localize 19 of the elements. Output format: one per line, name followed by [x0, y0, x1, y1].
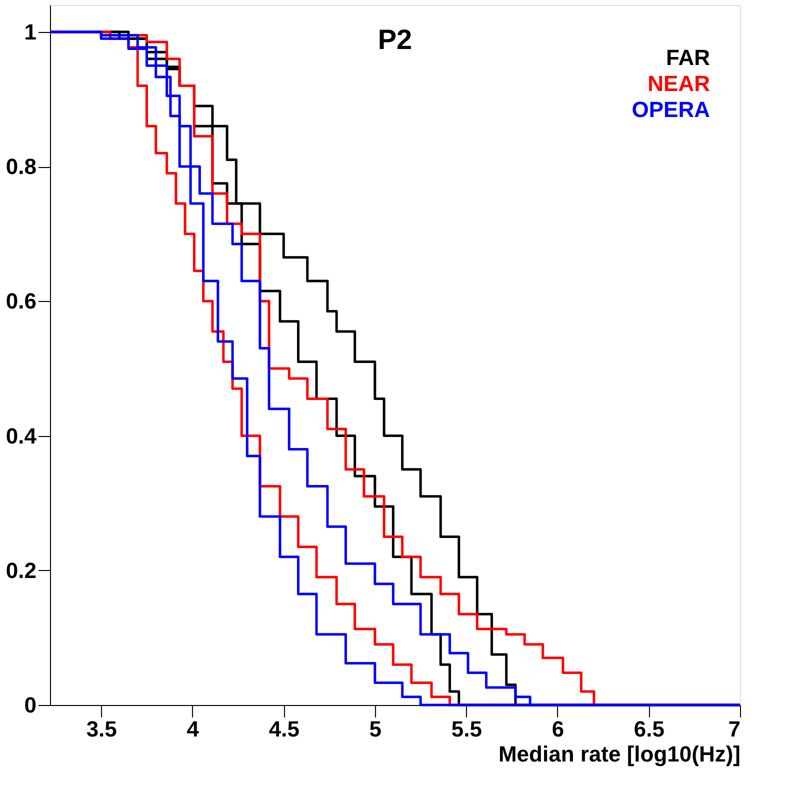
x-tick-label: 3.5: [86, 716, 117, 742]
y-tick-label: 1: [24, 19, 36, 44]
x-tick-label: 6.5: [634, 716, 665, 742]
y-tick-label: 0: [24, 692, 36, 718]
x-tick-label: 4.5: [268, 716, 300, 742]
x-tick-label: 4: [186, 716, 200, 742]
y-tick-label: 0.6: [6, 288, 36, 314]
text: NEAR: [648, 71, 710, 96]
x-tick-label: 7: [728, 716, 740, 742]
y-tick-label: 0.4: [6, 423, 38, 448]
y-tick-label: 0.8: [6, 154, 36, 180]
x-axis-title: Median rate [log10(Hz)]: [498, 742, 740, 766]
x-tick-label: 5: [369, 716, 382, 742]
y-tick-label: 0.2: [6, 558, 36, 583]
x-tick-label: 6: [552, 716, 564, 742]
text: OPERA: [632, 97, 710, 122]
x-tick-label: 5.5: [451, 716, 482, 742]
text: P2: [378, 24, 412, 55]
text: FAR: [666, 45, 710, 70]
